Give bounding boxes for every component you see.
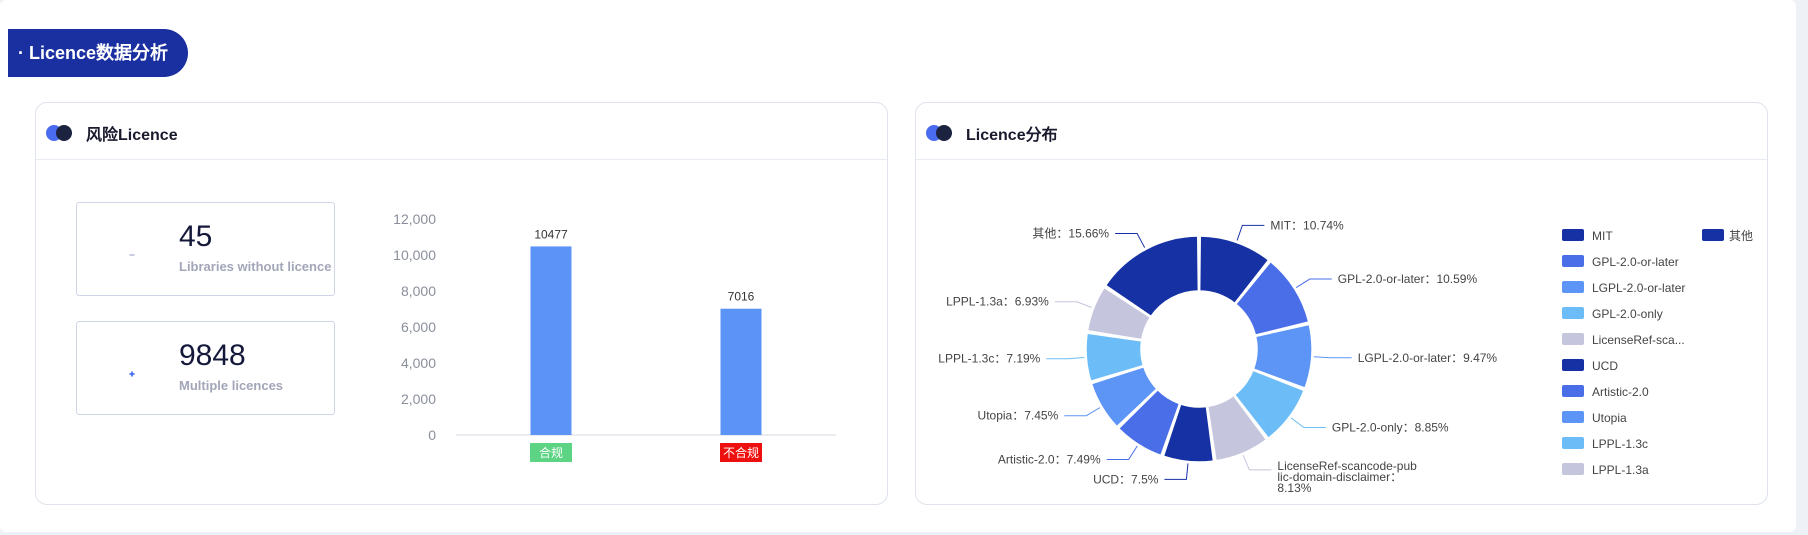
leader-line <box>1054 301 1092 308</box>
leader-line <box>1236 224 1265 241</box>
card-header: Licence分布 <box>916 103 1767 160</box>
legend-swatch <box>1562 411 1584 423</box>
legend-swatch <box>1562 437 1584 449</box>
donut-slice <box>1162 403 1215 463</box>
legend-label: LPPL-1.3a <box>1592 463 1649 477</box>
licence-minus-icon <box>102 227 148 273</box>
stat-value: 45 <box>179 220 213 253</box>
slice-label: Artistic-2.0：7.49% <box>998 452 1101 466</box>
stat-value: 9848 <box>179 339 246 372</box>
y-tick-label: 4,000 <box>401 355 436 371</box>
slice-label: Utopia：7.45% <box>978 409 1059 423</box>
slice-label: GPL-2.0-or-later：10.59% <box>1338 272 1478 286</box>
y-tick-label: 6,000 <box>401 319 436 335</box>
dist-card-title: Licence分布 <box>966 127 1058 144</box>
legend-label: Artistic-2.0 <box>1592 385 1649 399</box>
legend-label: Utopia <box>1592 411 1627 425</box>
y-tick-label: 10,000 <box>393 247 436 263</box>
donut-slice <box>1252 323 1313 389</box>
donut-slice <box>1234 260 1310 336</box>
legend-swatch <box>1562 463 1584 475</box>
legend-label: 其他 <box>1729 229 1753 243</box>
legend-swatch <box>1562 385 1584 397</box>
leader-line <box>1046 357 1085 360</box>
donut-slice <box>1117 389 1181 457</box>
legend-swatch <box>1562 229 1584 241</box>
legend-swatch <box>1562 307 1584 319</box>
slice-label: LPPL-1.3c：7.19% <box>938 352 1040 366</box>
donut-slice <box>1206 394 1268 462</box>
leader-line <box>1106 445 1138 460</box>
donut-slice <box>1233 369 1305 439</box>
category-label-bg <box>720 443 762 462</box>
legend-swatch <box>1562 359 1584 371</box>
legend-label: GPL-2.0-only <box>1592 307 1663 321</box>
donut-chart: MIT：10.74% GPL-2.0-or-later：10.59% LGPL-2.… <box>938 218 1753 495</box>
bar-chart: 0 2,000 4,000 6,000 8,000 10,000 12,000 10477 合规… <box>393 211 836 462</box>
leader-line <box>1115 233 1146 248</box>
leader-line <box>1290 417 1326 428</box>
legend-label: LPPL-1.3c <box>1592 437 1648 451</box>
licence-plus-icon <box>102 346 148 392</box>
donut-slice <box>1198 235 1270 305</box>
y-tick-label: 2,000 <box>401 391 436 407</box>
donut-slice <box>1085 332 1145 382</box>
stat-label: Libraries without licence <box>179 259 332 274</box>
legend-swatch <box>1562 333 1584 345</box>
legend-label: MIT <box>1592 229 1613 243</box>
section-title: · Licence数据分析 <box>8 29 189 77</box>
slice-label: UCD：7.5% <box>1093 472 1159 486</box>
donut-slice <box>1090 366 1158 428</box>
donut-slice <box>1104 235 1200 318</box>
y-tick-label: 8,000 <box>401 283 436 299</box>
licence-distribution-card: Licence分布 MIT：10.74% GPL-2.0-or-later：10.… <box>915 102 1768 505</box>
risk-card-title: 风险Licence <box>86 127 178 144</box>
card-dots-icon <box>46 125 74 141</box>
legend-swatch <box>1702 229 1724 241</box>
legend-swatch <box>1562 281 1584 293</box>
leader-line <box>1313 356 1352 359</box>
y-tick-label: 12,000 <box>393 211 436 227</box>
risk-licence-card: 风险Licence 45 Libraries without licence <box>35 102 888 505</box>
bar-data-label: 7016 <box>728 290 755 304</box>
x-tick-label: 合规 <box>539 445 563 460</box>
legend-label: LGPL-2.0-or-later <box>1592 281 1685 295</box>
leader-line <box>1064 407 1101 417</box>
slice-label: LicenseRef-scancode-pub lic-domain-discla… <box>1277 459 1417 495</box>
x-tick-label: 不合规 <box>723 445 759 460</box>
card-dots-icon <box>926 125 954 141</box>
legend-swatch <box>1562 255 1584 267</box>
stat-label: Multiple licences <box>179 378 284 393</box>
stat-multiple-licences: 9848 Multiple licences <box>76 321 335 415</box>
bar <box>530 246 572 435</box>
legend-label: GPL-2.0-or-later <box>1592 255 1679 269</box>
legend-label: LicenseRef-sca... <box>1592 333 1685 347</box>
card-header: 风险Licence <box>36 103 887 160</box>
slice-label: 其他：15.66% <box>1032 227 1109 241</box>
y-tick-label: 0 <box>428 427 436 443</box>
slice-label: LGPL-2.0-or-later：9.47% <box>1358 351 1498 365</box>
leader-line <box>1242 454 1272 471</box>
slice-label: LPPL-1.3a：6.93% <box>946 295 1049 309</box>
stat-no-licence: 45 Libraries without licence <box>76 202 335 296</box>
bar <box>720 308 762 435</box>
category-label-bg <box>530 443 572 462</box>
bar-data-label: 10477 <box>534 227 568 241</box>
leader-line <box>1164 463 1189 480</box>
leader-line <box>1295 278 1332 289</box>
slice-label: MIT：10.74% <box>1270 218 1344 232</box>
slice-label: GPL-2.0-only：8.85% <box>1332 420 1449 434</box>
donut-slice <box>1086 286 1152 341</box>
legend-label: UCD <box>1592 359 1618 373</box>
